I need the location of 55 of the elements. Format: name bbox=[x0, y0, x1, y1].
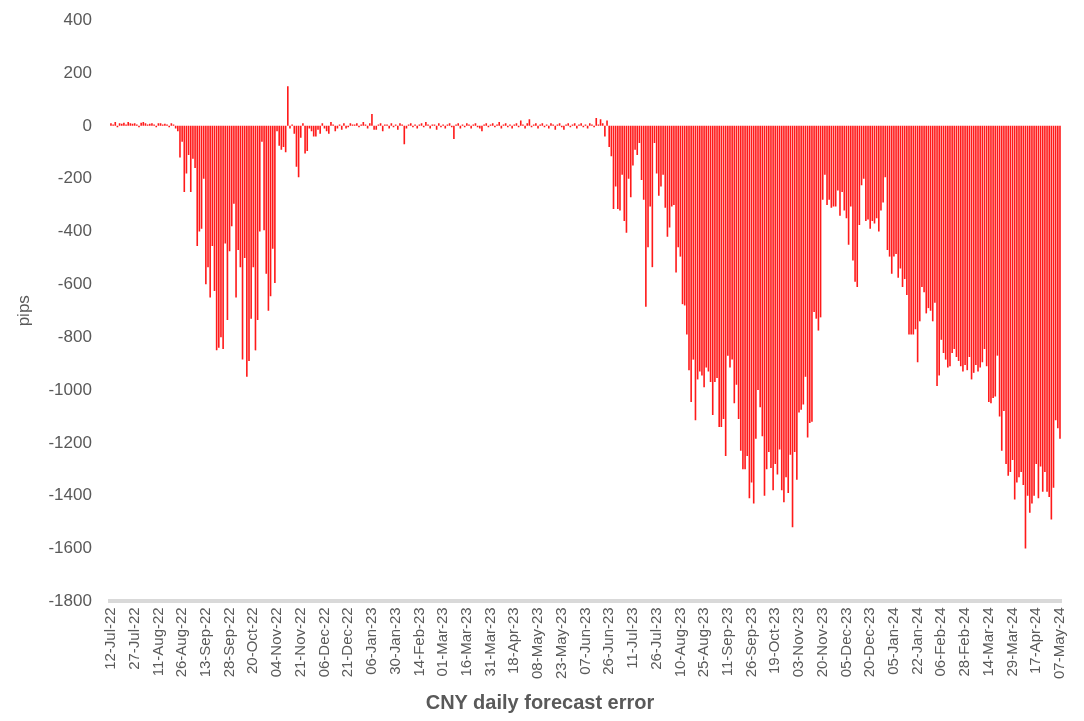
x-tick-label: 19-Oct-23 bbox=[765, 607, 783, 675]
y-tick-label: -1400 bbox=[48, 485, 92, 505]
x-tick-label: 26-Jul-23 bbox=[646, 607, 664, 670]
x-tick-label: 05-Jan-24 bbox=[884, 607, 902, 675]
x-tick-label: 03-Nov-23 bbox=[789, 607, 807, 678]
x-tick-label: 21-Nov-22 bbox=[290, 607, 308, 678]
x-tick-label: 23-May-23 bbox=[551, 607, 569, 680]
y-tick-label: -1600 bbox=[48, 538, 92, 558]
x-tick-label: 11-Jul-23 bbox=[623, 607, 641, 669]
y-tick-label: -400 bbox=[57, 221, 92, 241]
x-tick-label: 11-Sep-23 bbox=[717, 607, 735, 677]
x-tick-label: 28-Feb-24 bbox=[955, 607, 973, 677]
y-tick-label: 200 bbox=[63, 62, 92, 82]
x-tick-label: 14-Mar-24 bbox=[978, 607, 996, 677]
x-tick-label: 18-Apr-23 bbox=[504, 607, 522, 675]
y-tick-label: 400 bbox=[63, 9, 92, 29]
x-tick-label: 27-Jul-22 bbox=[124, 607, 142, 670]
x-tick-label: 26-Jun-23 bbox=[599, 607, 617, 675]
y-tick-label: -600 bbox=[57, 274, 92, 294]
text: CNY daily forecast error bbox=[425, 690, 655, 713]
x-tick-label: 17-Apr-24 bbox=[1026, 607, 1044, 675]
x-tick-label: 22-Jan-24 bbox=[907, 607, 925, 675]
y-tick-label: -800 bbox=[57, 326, 92, 346]
x-tick-label: 11-Aug-22 bbox=[148, 607, 166, 677]
x-tick-label: 06-Feb-24 bbox=[931, 607, 949, 677]
x-tick-label: 25-Aug-23 bbox=[694, 607, 712, 678]
x-tick-label: 13-Sep-22 bbox=[196, 607, 213, 678]
x-tick-label: 06-Dec-22 bbox=[314, 607, 332, 678]
x-tick-label: 26-Aug-22 bbox=[172, 607, 190, 678]
y-tick-label: -1000 bbox=[48, 379, 92, 399]
y-tick-label: -1200 bbox=[48, 432, 92, 452]
x-tick-label: 01-Mar-23 bbox=[433, 607, 451, 677]
x-tick-label: 29-Mar-24 bbox=[1002, 607, 1020, 677]
x-tick-label: 20-Dec-23 bbox=[860, 607, 878, 678]
x-tick-label: 31-Mar-23 bbox=[480, 607, 498, 677]
y-axis-title: pips bbox=[13, 295, 33, 327]
x-tick-label: 16-Mar-23 bbox=[456, 607, 474, 677]
y-tick-label: 0 bbox=[82, 115, 92, 135]
x-tick-label: 20-Nov-23 bbox=[812, 607, 830, 678]
x-tick-label: 10-Aug-23 bbox=[670, 607, 688, 678]
x-tick-label: 07-May-24 bbox=[1050, 607, 1068, 680]
x-tick-label: 08-May-23 bbox=[528, 607, 546, 680]
x-tick-label: 14-Feb-23 bbox=[409, 607, 427, 677]
x-tick-label: 30-Jan-23 bbox=[385, 607, 403, 675]
y-tick-label: -200 bbox=[57, 168, 92, 188]
x-tick-label: 26-Sep-23 bbox=[741, 607, 759, 678]
x-tick-label: 05-Dec-23 bbox=[836, 607, 854, 678]
y-tick-label: -1800 bbox=[48, 590, 92, 610]
x-tick-label: 12-Jul-22 bbox=[101, 607, 119, 670]
x-tick-label: 06-Jan-23 bbox=[362, 607, 380, 675]
x-tick-label: 20-Oct-22 bbox=[243, 607, 261, 675]
x-tick-label: 07-Jun-23 bbox=[575, 607, 593, 675]
x-tick-label: 28-Sep-22 bbox=[219, 607, 237, 678]
x-tick-label: 04-Nov-22 bbox=[267, 607, 285, 678]
x-tick-label: 21-Dec-22 bbox=[338, 607, 356, 678]
